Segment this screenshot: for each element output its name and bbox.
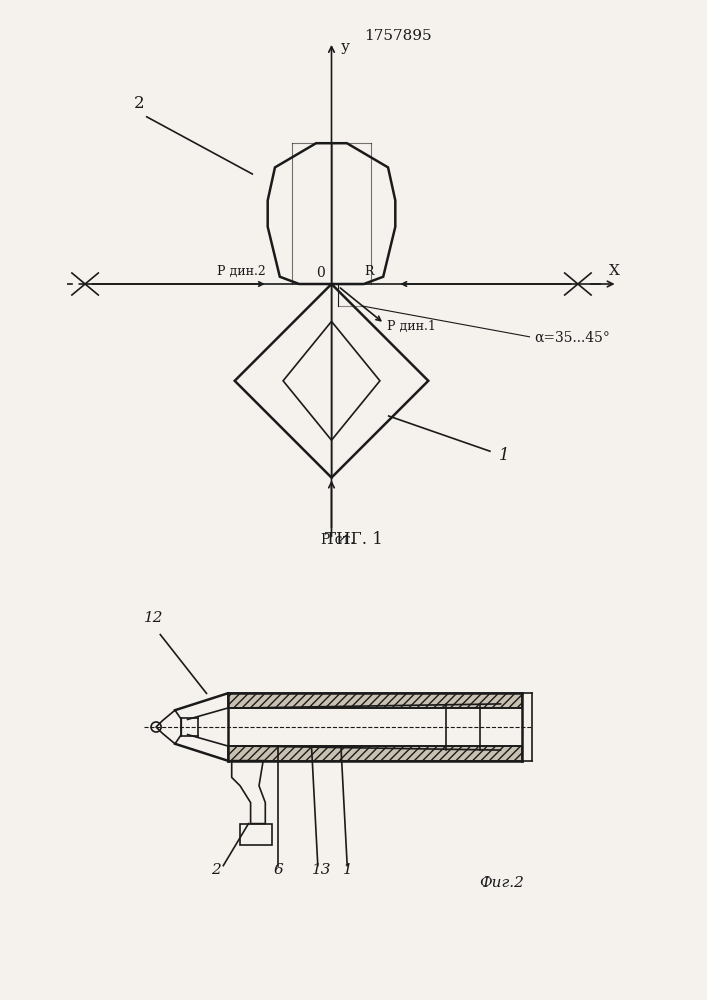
Text: 1: 1 (498, 447, 509, 464)
Text: X: X (609, 264, 619, 278)
Text: 2: 2 (211, 863, 221, 877)
Text: 2: 2 (134, 95, 144, 112)
Text: P дин.2: P дин.2 (217, 265, 266, 278)
Text: 13: 13 (312, 863, 331, 877)
Polygon shape (228, 693, 522, 708)
Text: 12: 12 (144, 611, 163, 625)
Text: R: R (365, 265, 374, 278)
Text: 0: 0 (316, 266, 325, 280)
Text: 1: 1 (343, 863, 353, 877)
Text: у: у (340, 40, 349, 54)
Polygon shape (228, 746, 522, 761)
Text: P ст.: P ст. (322, 533, 355, 547)
Text: ΤИГ. 1: ΤИГ. 1 (325, 531, 382, 548)
Text: 6: 6 (274, 863, 284, 877)
Text: 1757895: 1757895 (363, 29, 431, 43)
Text: P дин.1: P дин.1 (387, 320, 436, 333)
Text: Фиг.2: Фиг.2 (479, 876, 525, 890)
Text: α=35...45°: α=35...45° (534, 330, 609, 344)
